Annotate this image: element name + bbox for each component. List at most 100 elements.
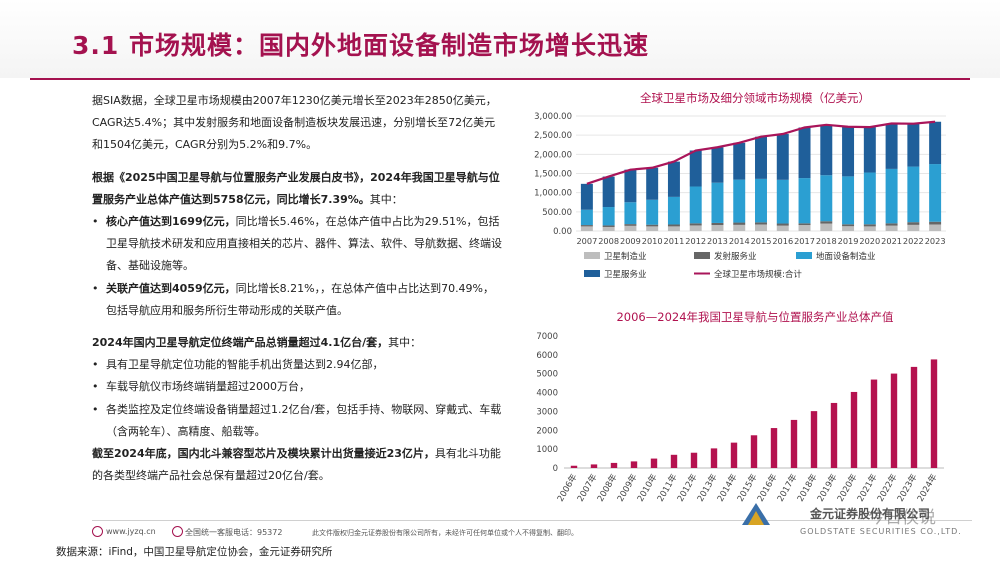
chart1-bar-segment <box>929 224 942 231</box>
chart1-bar-segment <box>885 225 898 231</box>
chart2-bar <box>610 462 618 468</box>
terminal-bullets: 具有卫星导航定位功能的智能手机出货量达到2.94亿部， 车载导航仪市场终端销量超… <box>92 354 502 443</box>
chart2-bar <box>750 435 758 468</box>
chart2-bar <box>650 458 658 468</box>
chart2-bar <box>670 454 678 468</box>
chart2-bar <box>630 461 638 468</box>
company-logo <box>742 503 770 525</box>
title-bar <box>0 0 1000 78</box>
footer-hotline: 全国统一客服电话：95372 <box>185 528 283 537</box>
chart1-y-tick-label: 1,000.00 <box>534 189 572 199</box>
chart1-bar-segment <box>711 222 724 226</box>
chart1-bar-segment <box>667 226 680 231</box>
chart1-bar-segment <box>863 224 876 227</box>
chart1-legend-label: 地面设备制造业 <box>816 251 876 262</box>
chart1-bar-segment <box>580 183 593 210</box>
title-divider <box>30 78 970 80</box>
chart1-bar-segment <box>580 225 593 227</box>
chart1-y-tick-label: 2,000.00 <box>534 150 572 160</box>
chart-global-satellite-market: 0.00 500.00 1,000.00 1,500.00 2,000.00 2,500.… <box>534 112 946 280</box>
footer-divider <box>92 520 972 521</box>
chart1-bar-segment <box>842 176 855 225</box>
chart1-bar-segment <box>711 147 724 183</box>
chart1-x-tick-label: 2019 <box>838 236 859 246</box>
chart1-bar-segment <box>624 225 637 231</box>
chart1-x-tick-label: 2008 <box>598 236 619 246</box>
left-text-panel: 据SIA数据，全球卫星市场规模由2007年1230亿美元增长至2023年2850… <box>92 90 502 497</box>
chart2-title: 2006—2024年我国卫星导航与位置服务产业总体产值 <box>616 310 894 324</box>
chart1-legend-label: 卫星制造业 <box>604 251 647 262</box>
chart1-legend-swatch <box>694 252 710 259</box>
chart1-bar-segment <box>646 199 659 225</box>
chart2-bar <box>770 428 778 468</box>
chart1-bar-segment <box>580 226 593 231</box>
chart1-legend-swatch <box>584 252 600 259</box>
chart2-bar <box>710 448 718 468</box>
paragraph-terminal-sales: 2024年国内卫星导航定位终端产品总销量超过4.1亿台/套，其中： <box>92 332 502 354</box>
terminal-sales-strong: 2024年国内卫星导航定位终端产品总销量超过4.1亿台/套， <box>92 336 389 350</box>
chart1-x-tick-label: 2013 <box>707 236 728 246</box>
chart1-x-tick-label: 2022 <box>903 236 924 246</box>
chart1-x-tick-label: 2017 <box>794 236 815 246</box>
chart1-x-tick-label: 2010 <box>642 236 663 246</box>
chart1-x-tick-label: 2018 <box>816 236 837 246</box>
chart1-bar-segment <box>820 124 833 176</box>
chart1-bar-segment <box>689 225 702 231</box>
beidou-text: 具有北斗功能的各类型终端产品社会总保有量超过20亿台/套。 <box>92 447 501 483</box>
chart1-x-tick-label: 2020 <box>859 236 880 246</box>
chart1-bar-segment <box>907 222 920 225</box>
terminal-sales-text: 其中： <box>388 336 422 350</box>
chart1-bar-segment <box>667 224 680 227</box>
chart1-x-tick-label: 2016 <box>772 236 793 246</box>
chart2-bar <box>570 465 578 468</box>
chart1-bar-segment <box>602 176 615 208</box>
chart2-bar <box>790 419 798 468</box>
chart2-bar <box>830 402 838 468</box>
core-output-strong: 核心产值达到1699亿元， <box>106 215 236 229</box>
chart1-bar-segment <box>755 178 767 223</box>
chart1-bar-segment <box>689 186 702 224</box>
chart1-bar-segment <box>776 225 789 231</box>
chart1-bar-segment <box>907 166 920 223</box>
chart1-legend-swatch <box>584 270 600 277</box>
bullet-car-navigation: 车载导航仪市场终端销量超过2000万台， <box>92 376 502 398</box>
chart1-x-tick-label: 2009 <box>620 236 641 246</box>
chart2-y-tick-label: 3000 <box>536 407 558 417</box>
logo-company-name: 金元证券股份有限公司 <box>810 507 931 521</box>
chart1-bar-segment <box>602 226 615 231</box>
chart2-y-tick-label: 7000 <box>536 332 558 342</box>
chart1-x-tick-label: 2015 <box>751 236 772 246</box>
chart1-bar-segment <box>798 223 811 226</box>
chart1-bar-segment <box>733 142 746 180</box>
footer-website[interactable]: www.jyzq.cn <box>106 527 156 536</box>
chart1-bar-segment <box>842 226 855 231</box>
chart1-bar-segment <box>733 179 746 223</box>
chart1-bar-segment <box>863 127 876 173</box>
chart1-bar-segment <box>624 224 637 226</box>
chart1-bar-segment <box>776 134 789 180</box>
chart1-x-tick-label: 2023 <box>925 236 946 246</box>
bullet-smartphones: 具有卫星导航定位功能的智能手机出货量达到2.94亿部， <box>92 354 502 376</box>
related-output-text: 同比增长8.21%，，在总体产值中占比达到70.49%，包括导航应用和服务所衍生… <box>106 281 495 317</box>
chart1-bar-segment <box>863 226 876 231</box>
china-output-suffix: 其中： <box>369 192 403 206</box>
chart1-bar-segment <box>907 224 920 231</box>
chart1-x-tick-label: 2021 <box>881 236 902 246</box>
chart1-bar-segment <box>776 179 789 224</box>
chart2-y-tick-label: 5000 <box>536 370 558 380</box>
chart1-bar-segment <box>733 222 746 225</box>
chart1-legend-label: 发射服务业 <box>714 251 757 262</box>
chart1-bar-segment <box>798 127 811 179</box>
chart1-bar-segment <box>842 126 855 177</box>
chart1-y-tick-label: 3,000.00 <box>534 112 572 122</box>
core-output-text: 同比增长5.46%，在总体产值中占比为29.51%，包括卫星导航技术研发和应用直… <box>106 215 502 273</box>
chart1-bar-segment <box>646 224 659 227</box>
chart1-x-tick-label: 2014 <box>729 236 750 246</box>
chart2-y-tick-label: 0 <box>553 464 558 474</box>
chart1-title: 全球卫星市场及细分领域市场规模（亿美元） <box>640 91 870 105</box>
chart2-x-tick-label: 2024年 <box>915 472 940 504</box>
chart1-y-tick-label: 500.00 <box>542 208 572 218</box>
chart2-bar <box>910 366 918 468</box>
chart1-legend-label: 卫星服务业 <box>604 269 647 280</box>
chart2-bar <box>810 411 818 468</box>
